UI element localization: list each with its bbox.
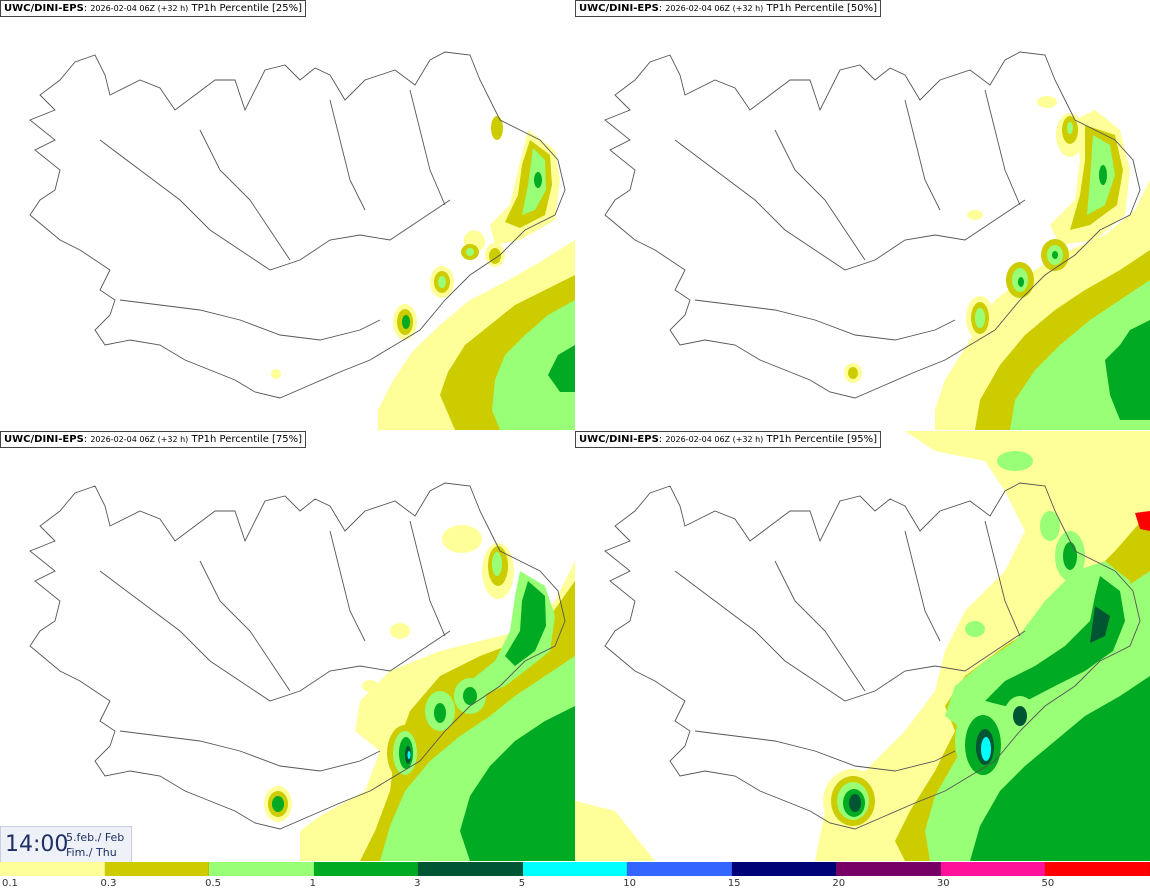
colorbar-segment xyxy=(418,862,523,876)
colorbar-ticks: 0.1 0.3 0.5 1 3 5 10 15 20 30 50 xyxy=(0,876,1150,891)
colorbar-tick-label: 50 xyxy=(1041,878,1055,889)
iceland-coastline xyxy=(604,482,1141,830)
colorbar-segment xyxy=(627,862,732,876)
precip-field xyxy=(264,525,575,861)
panel-title-75: UWC/DINI-EPS: 2026-02-04 06Z (+32 h) TP1… xyxy=(0,431,307,448)
precip-field xyxy=(844,96,1150,430)
colorbar-segment xyxy=(209,862,314,876)
colorbar-tick-label: 15 xyxy=(727,878,741,889)
map-panel-50: UWC/DINI-EPS: 2026-02-04 06Z (+32 h) TP1… xyxy=(575,0,1150,430)
colorbar-tick-label: 30 xyxy=(936,878,950,889)
colorbar-tick-label: 10 xyxy=(623,878,636,889)
colorbar-tick-label: 0.3 xyxy=(100,878,117,889)
panel-title-25: UWC/DINI-EPS: 2026-02-04 06Z (+32 h) TP1… xyxy=(0,0,307,17)
panel-title-95: UWC/DINI-EPS: 2026-02-04 06Z (+32 h) TP1… xyxy=(575,431,882,448)
precip-field xyxy=(575,431,1150,861)
valid-date-line2: Fim./ Thu xyxy=(66,846,117,859)
precip-map-50 xyxy=(604,51,1150,430)
panel-title-50: UWC/DINI-EPS: 2026-02-04 06Z (+32 h) TP1… xyxy=(575,0,882,17)
map-panel-95: UWC/DINI-EPS: 2026-02-04 06Z (+32 h) TP1… xyxy=(575,431,1150,861)
map-panel-75: UWC/DINI-EPS: 2026-02-04 06Z (+32 h) TP1… xyxy=(0,431,575,861)
precip-map-25 xyxy=(29,51,575,430)
colorbar-tick-label: 3 xyxy=(414,878,421,889)
colorbar-segment xyxy=(731,862,837,876)
colorbar-segment xyxy=(0,862,105,876)
colorbar-tick-label: 20 xyxy=(832,878,846,889)
colorbar-segment xyxy=(104,862,210,876)
valid-date-line1: 5.feb./ Feb xyxy=(66,831,125,844)
colorbar-segment xyxy=(1045,862,1150,876)
precip-map-75 xyxy=(29,482,575,861)
valid-time-box: 14:00 5.feb./ Feb Fim./ Thu xyxy=(0,826,132,864)
map-panel-25: UWC/DINI-EPS: 2026-02-04 06Z (+32 h) TP1… xyxy=(0,0,575,430)
colorbar-tick-label: 0.5 xyxy=(205,878,221,889)
colorbar-tick-label: 0.1 xyxy=(2,878,18,889)
colorbar-segment xyxy=(940,862,1046,876)
iceland-coastline xyxy=(29,51,566,399)
colorbar-segment xyxy=(836,862,941,876)
colorbar-tick-label: 1 xyxy=(309,878,316,889)
colorbar-segment xyxy=(522,862,628,876)
precip-colorbar xyxy=(0,862,1150,876)
precip-field xyxy=(271,116,575,430)
valid-time: 14:00 xyxy=(5,832,69,857)
colorbar-segment xyxy=(313,862,419,876)
precip-map-95 xyxy=(575,431,1150,861)
iceland-coastline xyxy=(29,482,566,830)
iceland-coastline xyxy=(604,51,1141,399)
colorbar-tick-label: 5 xyxy=(518,878,526,889)
